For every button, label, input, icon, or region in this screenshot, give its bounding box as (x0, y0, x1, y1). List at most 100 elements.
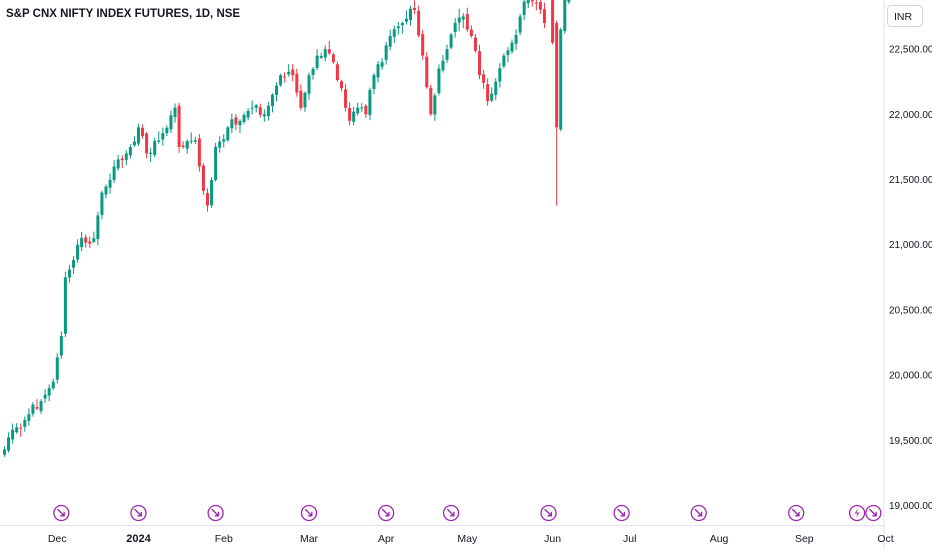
candle-body (299, 90, 303, 108)
candle-body (364, 105, 368, 115)
candle-body (339, 81, 343, 89)
candle-body (530, 0, 534, 2)
arrow-shape (617, 508, 626, 517)
candle-body (555, 23, 559, 128)
x-tick-label: Mar (300, 533, 319, 545)
candle-body (47, 388, 51, 396)
candle-body (522, 1, 526, 16)
candle-body (39, 401, 43, 412)
candle-body (193, 140, 197, 142)
candle-body (250, 107, 254, 109)
candle-body (567, 0, 571, 3)
candle-body (112, 166, 116, 180)
arrow-shape (869, 508, 877, 517)
candle-body (538, 1, 542, 10)
split-bolt-icon[interactable] (848, 504, 866, 522)
candle-body (230, 119, 234, 129)
candle-body (315, 55, 319, 68)
dividend-arrow-icon[interactable] (690, 504, 707, 522)
currency-selector[interactable]: INR (887, 5, 923, 27)
candle-body (534, 2, 538, 4)
x-tick-label: Feb (215, 533, 233, 545)
dividend-arrow-icon[interactable] (377, 504, 395, 522)
y-tick-label: 22,500.00 (889, 45, 932, 56)
candle-body (197, 138, 201, 167)
candle-body (510, 42, 514, 52)
dividend-arrow-icon[interactable] (442, 504, 460, 522)
candle-body (27, 414, 31, 421)
candle-body (356, 107, 360, 114)
dividend-arrow-icon[interactable] (207, 504, 224, 522)
arrow-shape (792, 508, 800, 517)
candle-body (486, 84, 490, 102)
x-tick-label: Aug (710, 533, 729, 545)
dividend-arrow-icon[interactable] (613, 504, 630, 522)
candle-body (344, 89, 348, 108)
candle-body (404, 18, 408, 22)
candle-body (368, 89, 372, 115)
candle-body (514, 34, 518, 44)
candle-body (396, 26, 400, 29)
candle-body (453, 23, 457, 33)
x-tick-label: Dec (48, 533, 67, 545)
candle-body (136, 127, 140, 144)
candle-body (55, 357, 59, 380)
y-tick-label: 19,500.00 (889, 436, 932, 447)
candle-body (84, 237, 88, 243)
candle-body (234, 117, 238, 125)
candle-body (92, 238, 96, 242)
candle-body (490, 93, 494, 101)
arrow-shape (304, 508, 313, 517)
candle-body (400, 23, 404, 26)
candle-body (153, 140, 157, 156)
y-tick-label: 20,500.00 (889, 305, 932, 316)
dividend-arrow-icon[interactable] (130, 504, 147, 522)
arrow-shape (57, 508, 65, 517)
dividend-arrow-icon[interactable] (788, 504, 805, 522)
y-tick-label: 21,000.00 (889, 240, 932, 251)
candle-body (441, 60, 445, 71)
candle-body (201, 165, 205, 191)
candle-body (327, 49, 331, 54)
candles (3, 0, 571, 457)
candle-body (88, 241, 92, 244)
candle-body (63, 277, 67, 334)
dividend-arrow-icon[interactable] (865, 504, 882, 522)
candle-body (258, 107, 262, 115)
candle-body (376, 64, 380, 78)
candle-body (177, 105, 181, 147)
dividend-arrow-icon[interactable] (53, 504, 70, 522)
candle-body (449, 34, 453, 48)
candle-body (189, 140, 193, 142)
candle-body (116, 159, 120, 169)
dividend-arrow-icon[interactable] (300, 504, 318, 522)
candle-body (425, 56, 429, 88)
candle-body (11, 429, 15, 440)
candle-body (185, 141, 189, 149)
candle-body (23, 419, 27, 427)
candle-body (417, 10, 421, 36)
candle-body (445, 49, 449, 60)
candle-body (43, 394, 47, 399)
candle-body (457, 17, 461, 23)
candle-body (100, 192, 104, 215)
y-tick-label: 22,000.00 (889, 110, 932, 121)
y-tick-label: 19,000.00 (889, 501, 932, 512)
arrow-shape (446, 508, 455, 517)
dividend-arrow-icon[interactable] (540, 504, 557, 522)
x-tick-label: 2024 (126, 533, 151, 545)
candle-body (335, 64, 339, 81)
candle-body (295, 73, 299, 93)
candle-body (218, 141, 222, 148)
candle-body (145, 133, 149, 154)
x-tick-label: Jul (623, 533, 636, 545)
candle-body (348, 107, 352, 121)
candle-body (323, 49, 327, 58)
candle-body (563, 0, 567, 31)
candle-body (266, 105, 270, 117)
candle-body (465, 14, 469, 30)
candle-body (242, 114, 246, 122)
candle-body (319, 56, 323, 58)
candle-body (461, 16, 465, 20)
